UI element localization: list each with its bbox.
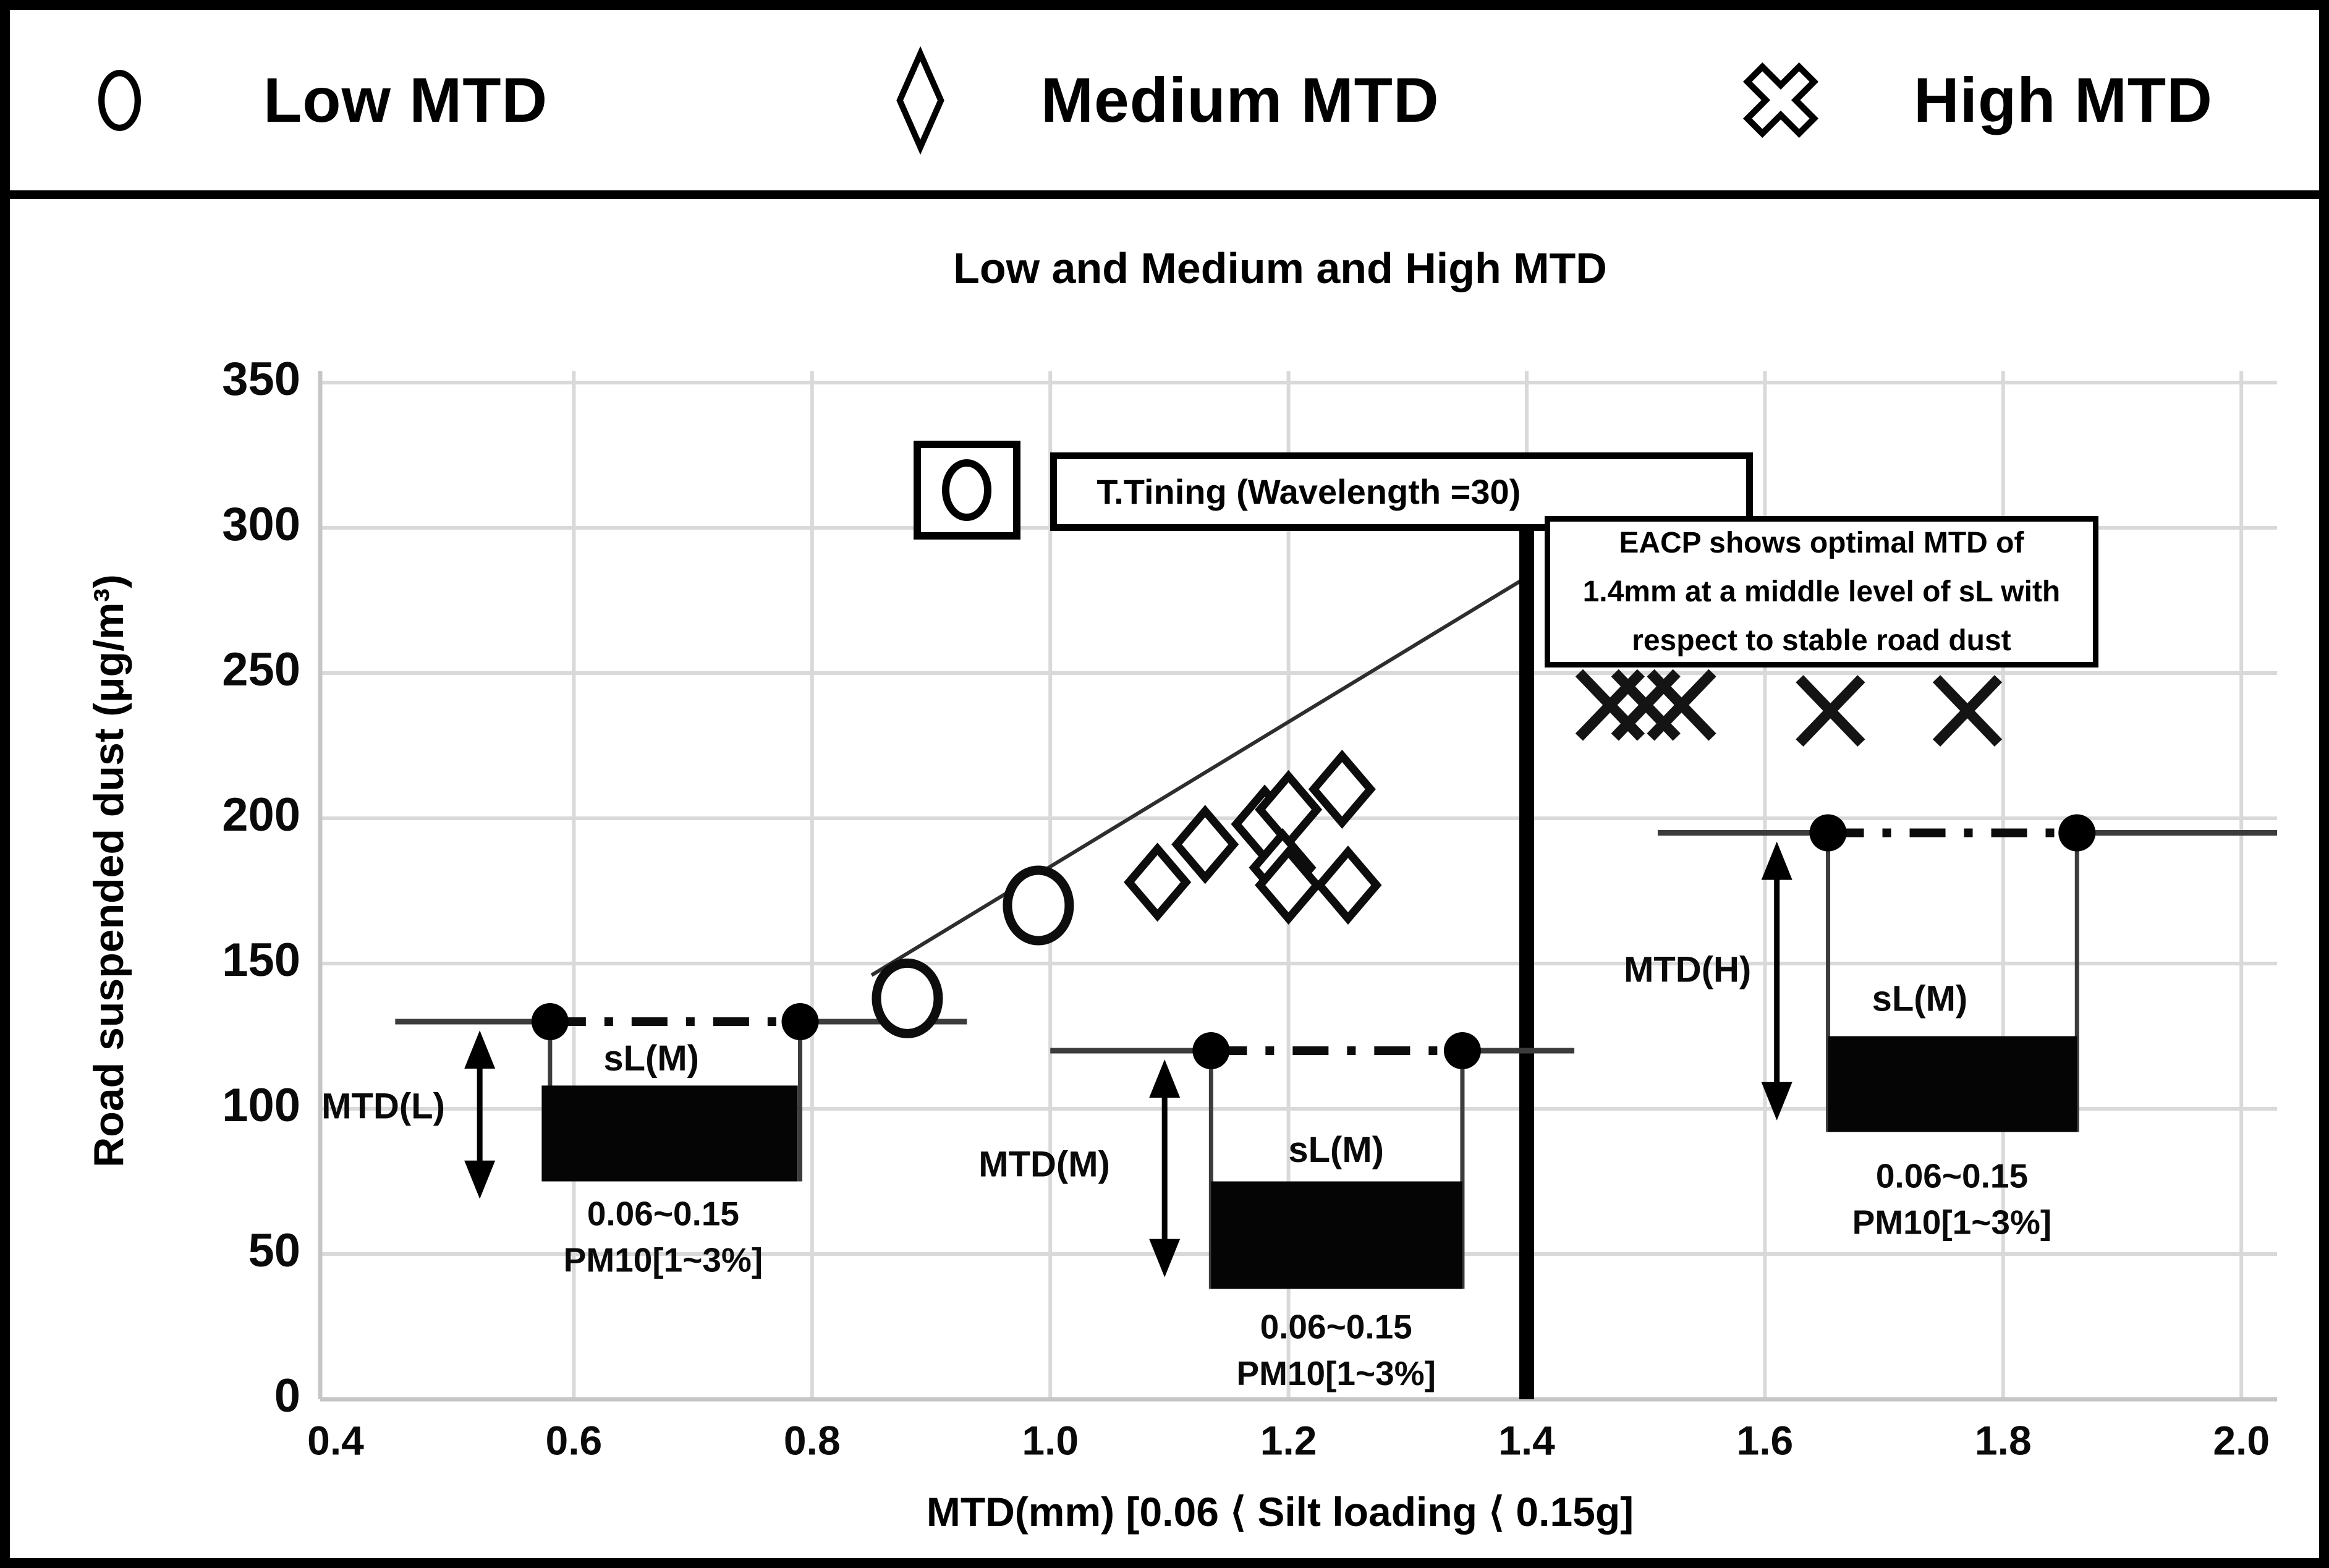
eacp-callout: EACP shows optimal MTD of 1.4mm at a mid…	[1544, 516, 2098, 667]
x-tick-label: 1.0	[1022, 1417, 1079, 1463]
eacp-line: EACP shows optimal MTD of	[1619, 526, 2024, 559]
end-dot	[781, 1003, 819, 1040]
mtd-group-label: MTD(M)	[978, 1144, 1110, 1184]
legend-label: High MTD	[1914, 64, 2213, 135]
mtd-arrow-head-down	[464, 1160, 496, 1199]
y-tick-label: 0	[274, 1370, 300, 1422]
eacp-line: respect to stable road dust	[1632, 624, 2011, 657]
medium-mtd-point	[1308, 749, 1376, 829]
legend-bar: Low MTD Medium MTD High MTD	[10, 10, 2319, 199]
legend-item-high-mtd: High MTD	[1741, 10, 2213, 190]
medium-mtd-point	[1314, 845, 1382, 925]
circle-marker-icon	[98, 69, 141, 131]
plot-area: 0 50 100 150 200 250 300 350 0.4 0.6 0.8 1.0 1.2 1.4 1…	[222, 353, 2278, 1463]
x-tick-label: 0.6	[546, 1417, 603, 1463]
ttining-callout: T.Tining (Wavelength =30)	[1050, 452, 1754, 531]
legend-label: Medium MTD	[1041, 64, 1440, 135]
x-tick-label: 1.6	[1737, 1417, 1794, 1463]
silt-range-label: 0.06~0.15	[1876, 1156, 2028, 1195]
x-tick-label: 2.0	[2213, 1417, 2270, 1463]
x-tick-label: 1.4	[1498, 1417, 1555, 1463]
y-tick-label: 200	[222, 789, 300, 841]
pm10-label: PM10[1~3%]	[1852, 1203, 2052, 1242]
y-tick-label: 350	[222, 353, 300, 405]
legend-label: Low MTD	[263, 64, 548, 135]
x-tick-label: 0.8	[784, 1417, 841, 1463]
legend-item-medium-mtd: Medium MTD	[893, 10, 1440, 190]
medium-mtd-point	[1171, 805, 1239, 884]
sl-label: sL(M)	[1872, 978, 1968, 1019]
diamond-marker-icon	[896, 46, 944, 155]
chart-panel: Low and Medium and High MTD Road suspend…	[10, 199, 2319, 1558]
legend-item-low-mtd: Low MTD	[90, 10, 548, 190]
sl-bar	[1211, 1181, 1462, 1289]
mtd-arrow-head-up	[1761, 841, 1792, 880]
trend-line	[870, 575, 1528, 977]
y-tick-label: 300	[222, 498, 300, 551]
end-dot	[531, 1003, 569, 1040]
y-tick-label: 150	[222, 934, 300, 986]
ttining-marker-box	[913, 441, 1021, 540]
mtd-arrow-head-down	[1761, 1082, 1792, 1121]
high-mtd-point	[1796, 675, 1865, 747]
x-axis-title: MTD(mm) [0.06 ⟨ Silt loading ⟨ 0.15g]	[926, 1489, 1634, 1535]
pm10-label: PM10[1~3%]	[564, 1241, 763, 1279]
eacp-line: 1.4mm at a middle level of sL with	[1582, 575, 2061, 608]
sl-label: sL(M)	[603, 1038, 699, 1079]
silt-range-label: 0.06~0.15	[1260, 1308, 1412, 1346]
end-dot	[2058, 814, 2096, 852]
x-tick-label: 1.8	[1975, 1417, 2032, 1463]
end-dot	[1809, 814, 1847, 852]
sl-bar	[541, 1085, 798, 1182]
mtd-group-label: MTD(L)	[321, 1086, 445, 1126]
y-tick-label: 50	[248, 1224, 300, 1277]
mtd-arrow-head-down	[1149, 1239, 1181, 1278]
mtd-group-label: MTD(H)	[1624, 949, 1751, 990]
medium-mtd-point	[1255, 845, 1323, 925]
circle-marker-icon	[942, 459, 992, 521]
high-mtd-point	[1647, 669, 1716, 741]
ttining-callout-text: T.Tining (Wavelength =30)	[1097, 472, 1521, 511]
x-cross-marker-icon	[1742, 62, 1819, 138]
end-dot	[1192, 1032, 1230, 1069]
end-dot	[1443, 1032, 1481, 1069]
silt-range-label: 0.06~0.15	[587, 1194, 739, 1232]
mtd-arrow-head-up	[1149, 1059, 1181, 1098]
low-mtd-point	[872, 958, 943, 1038]
y-tick-label: 250	[222, 643, 300, 696]
chart-title: Low and Medium and High MTD	[953, 244, 1607, 292]
sl-label: sL(M)	[1288, 1130, 1384, 1170]
sl-bar	[1828, 1036, 2077, 1132]
pm10-label: PM10[1~3%]	[1236, 1354, 1436, 1392]
y-tick-label: 100	[222, 1079, 300, 1132]
low-mtd-point	[1003, 865, 1074, 946]
high-mtd-point	[1932, 675, 2003, 747]
x-tick-label: 0.4	[307, 1417, 364, 1463]
medium-mtd-point	[1124, 842, 1192, 922]
x-tick-label: 1.2	[1260, 1417, 1317, 1463]
mtd-arrow-head-up	[464, 1030, 496, 1069]
